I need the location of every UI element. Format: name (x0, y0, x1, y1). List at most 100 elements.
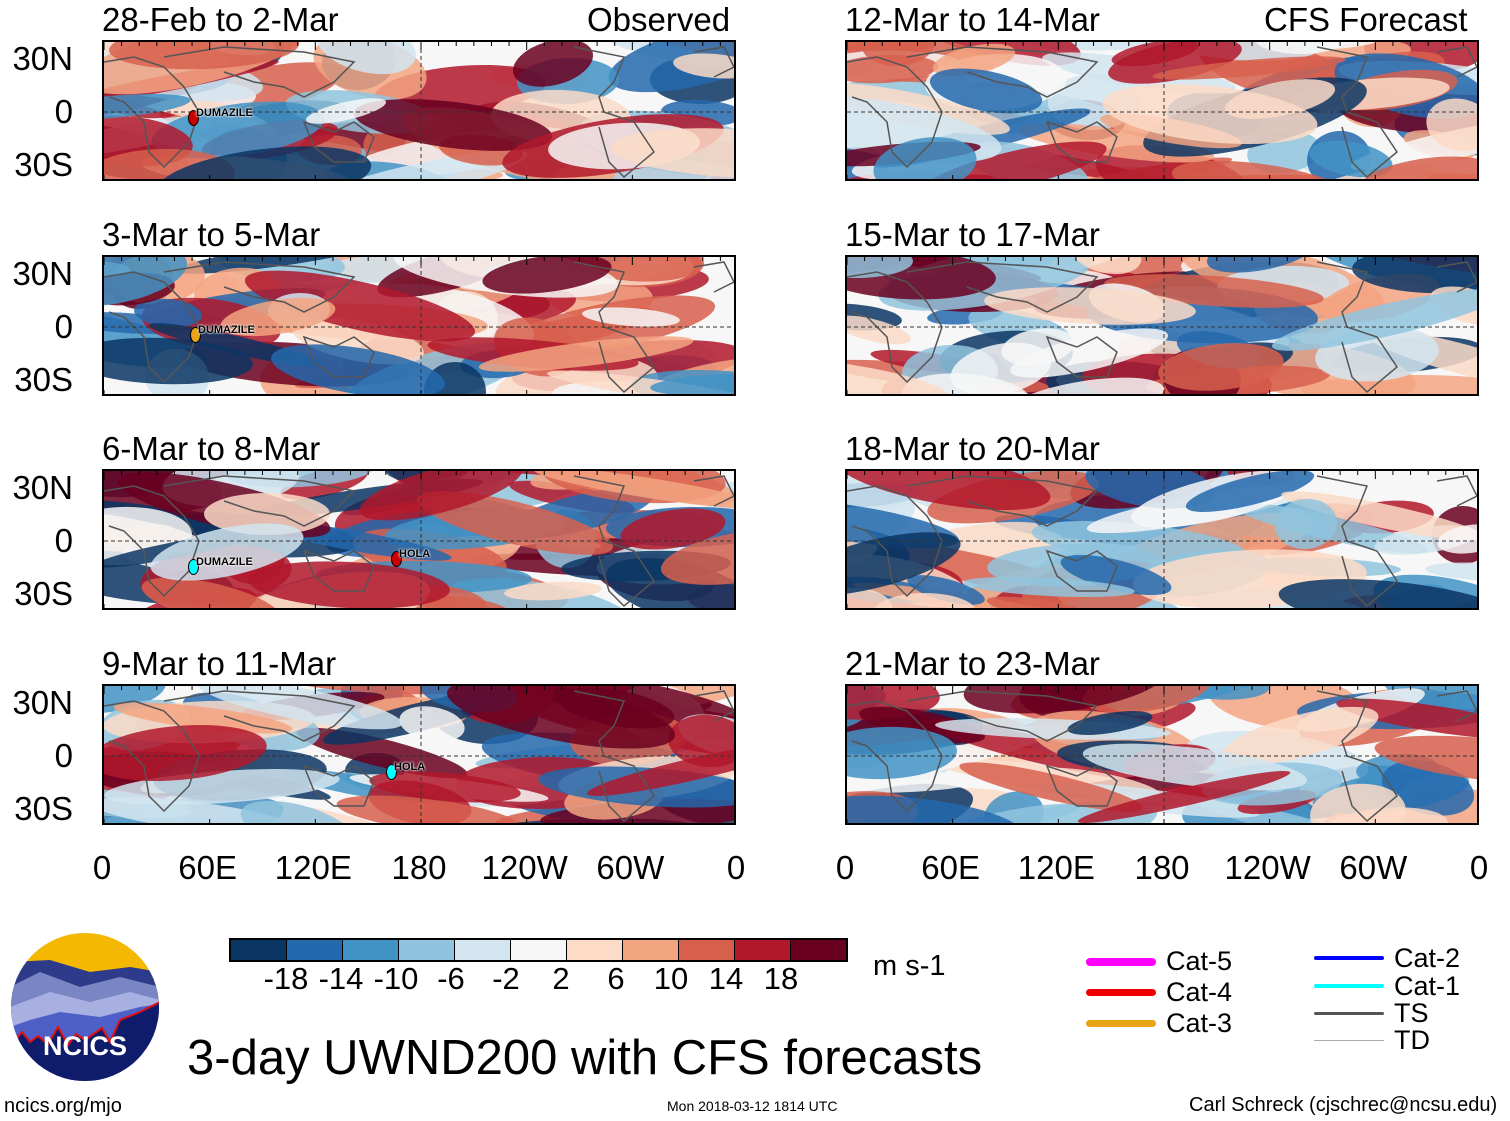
lon-label: 0 (92, 849, 112, 886)
wind-map-panel: HOLA (102, 684, 736, 825)
website-link[interactable]: ncics.org/mjo (4, 1095, 122, 1117)
wind-map-panel (845, 255, 1479, 396)
legend-item: TD (1314, 1025, 1460, 1055)
colorbar-swatch (455, 940, 511, 960)
lat-label: 30N (12, 255, 73, 292)
storm-track-icon (391, 551, 402, 567)
panel-title: 9-Mar to 11-Mar (102, 645, 337, 682)
legend-line-swatch (1314, 1039, 1384, 1042)
colorbar-label: -10 (373, 961, 419, 996)
colorbar-label: -6 (437, 961, 465, 996)
legend-line-swatch (1314, 984, 1384, 988)
figure-title: 3-day UWND200 with CFS forecasts (187, 1031, 983, 1085)
wind-map-panel: DUMAZILE (102, 255, 736, 396)
storm-track-icon (386, 764, 397, 780)
lat-label: 30S (14, 361, 73, 398)
colorbar (229, 938, 848, 962)
lat-label: 0 (54, 308, 73, 345)
legend-line-swatch (1314, 956, 1384, 960)
lon-label: 0 (1469, 849, 1489, 886)
legend-line-swatch (1086, 1020, 1156, 1027)
legend-line-swatch (1086, 989, 1156, 996)
colorbar-swatch (343, 940, 399, 960)
coastlines (847, 261, 1477, 394)
colorbar-swatch (287, 940, 343, 960)
timestamp: Mon 2018-03-12 1814 UTC (667, 1098, 838, 1114)
coastlines (104, 46, 734, 179)
legend-label: Cat-5 (1166, 946, 1233, 976)
lon-label: 120E (1017, 849, 1095, 886)
legend-item: TS (1314, 998, 1460, 1028)
lon-label: 120W (1224, 849, 1311, 886)
wind-map-panel: DUMAZILE HOLA (102, 469, 736, 610)
wind-map-panel (845, 469, 1479, 610)
lon-label: 120E (274, 849, 352, 886)
panel-title: 18-Mar to 20-Mar (845, 430, 1100, 467)
coastlines (847, 690, 1477, 823)
legend-line-swatch (1314, 1012, 1384, 1015)
coastlines (847, 46, 1477, 179)
wind-map-panel: DUMAZILE (102, 40, 736, 181)
storm-legend-col1: Cat-5 Cat-4 Cat-3 (1086, 946, 1232, 1039)
panel-title: 12-Mar to 14-Mar (845, 1, 1100, 38)
wind-anomaly-field (104, 686, 734, 823)
wind-map-panel (845, 40, 1479, 181)
storm-track-icon (188, 110, 199, 126)
storm-track-label: DUMAZILE (198, 324, 255, 336)
logo-text: NCICS (43, 1031, 127, 1061)
lat-label: 30N (12, 684, 73, 721)
lat-label: 30N (12, 469, 73, 506)
lon-label: 60E (921, 849, 981, 886)
legend-line-swatch (1086, 957, 1156, 966)
storm-track-icon (188, 559, 199, 575)
wind-anomaly-field (847, 42, 1477, 179)
colorbar-label: 10 (653, 961, 689, 996)
legend-item: Cat-3 (1086, 1008, 1232, 1039)
colorbar-swatch (679, 940, 735, 960)
legend-item: Cat-4 (1086, 977, 1232, 1008)
legend-label: TD (1394, 1025, 1430, 1055)
legend-label: Cat-1 (1394, 970, 1461, 1001)
storm-track-label: HOLA (394, 761, 426, 773)
legend-item: Cat-2 (1314, 942, 1461, 973)
panel-title: 6-Mar to 8-Mar (102, 430, 321, 467)
legend-item: Cat-5 (1086, 946, 1232, 977)
lat-label: 30S (14, 575, 73, 612)
lat-label: 30S (14, 790, 73, 827)
storm-track-label: HOLA (399, 548, 431, 560)
panel-title: 28-Feb to 2-Mar (102, 1, 339, 38)
storm-legend-col2: Cat-2 Cat-1 TS TD (1314, 942, 1461, 1055)
forecast-header: CFS Forecast (1264, 1, 1468, 38)
colorbar-swatch (623, 940, 679, 960)
observed-header: Observed (587, 1, 731, 38)
lat-label: 30S (14, 146, 73, 183)
colorbar-swatch (399, 940, 455, 960)
lon-label: 0 (835, 849, 855, 886)
lon-label: 60E (178, 849, 238, 886)
colorbar-label: -18 (263, 961, 309, 996)
colorbar-label: -14 (318, 961, 364, 996)
lon-label: 120W (481, 849, 568, 886)
lat-label: 0 (54, 93, 73, 130)
lon-label: 60W (1339, 849, 1408, 886)
lon-label: 180 (391, 849, 447, 886)
storm-track-label: DUMAZILE (196, 107, 253, 119)
colorbar-label: 6 (607, 961, 625, 996)
legend-label: Cat-2 (1394, 942, 1461, 973)
storm-track-icon (190, 327, 201, 343)
colorbar-label: 18 (763, 961, 799, 996)
colorbar-swatch (567, 940, 623, 960)
colorbar-swatch (735, 940, 791, 960)
colorbar-label: 14 (708, 961, 744, 996)
colorbar-label: -2 (492, 961, 520, 996)
panel-title: 3-Mar to 5-Mar (102, 216, 321, 253)
lat-label: 0 (54, 522, 73, 559)
lon-label: 180 (1134, 849, 1190, 886)
credit: Carl Schreck (cjschrec@ncsu.edu) (1189, 1094, 1498, 1116)
legend-item: Cat-1 (1314, 970, 1461, 1001)
panel-title: 15-Mar to 17-Mar (845, 216, 1100, 253)
wind-anomaly-field (104, 42, 734, 179)
storm-track-label: DUMAZILE (196, 556, 253, 568)
units-label: m s-1 (873, 950, 946, 982)
colorbar-swatch (511, 940, 567, 960)
